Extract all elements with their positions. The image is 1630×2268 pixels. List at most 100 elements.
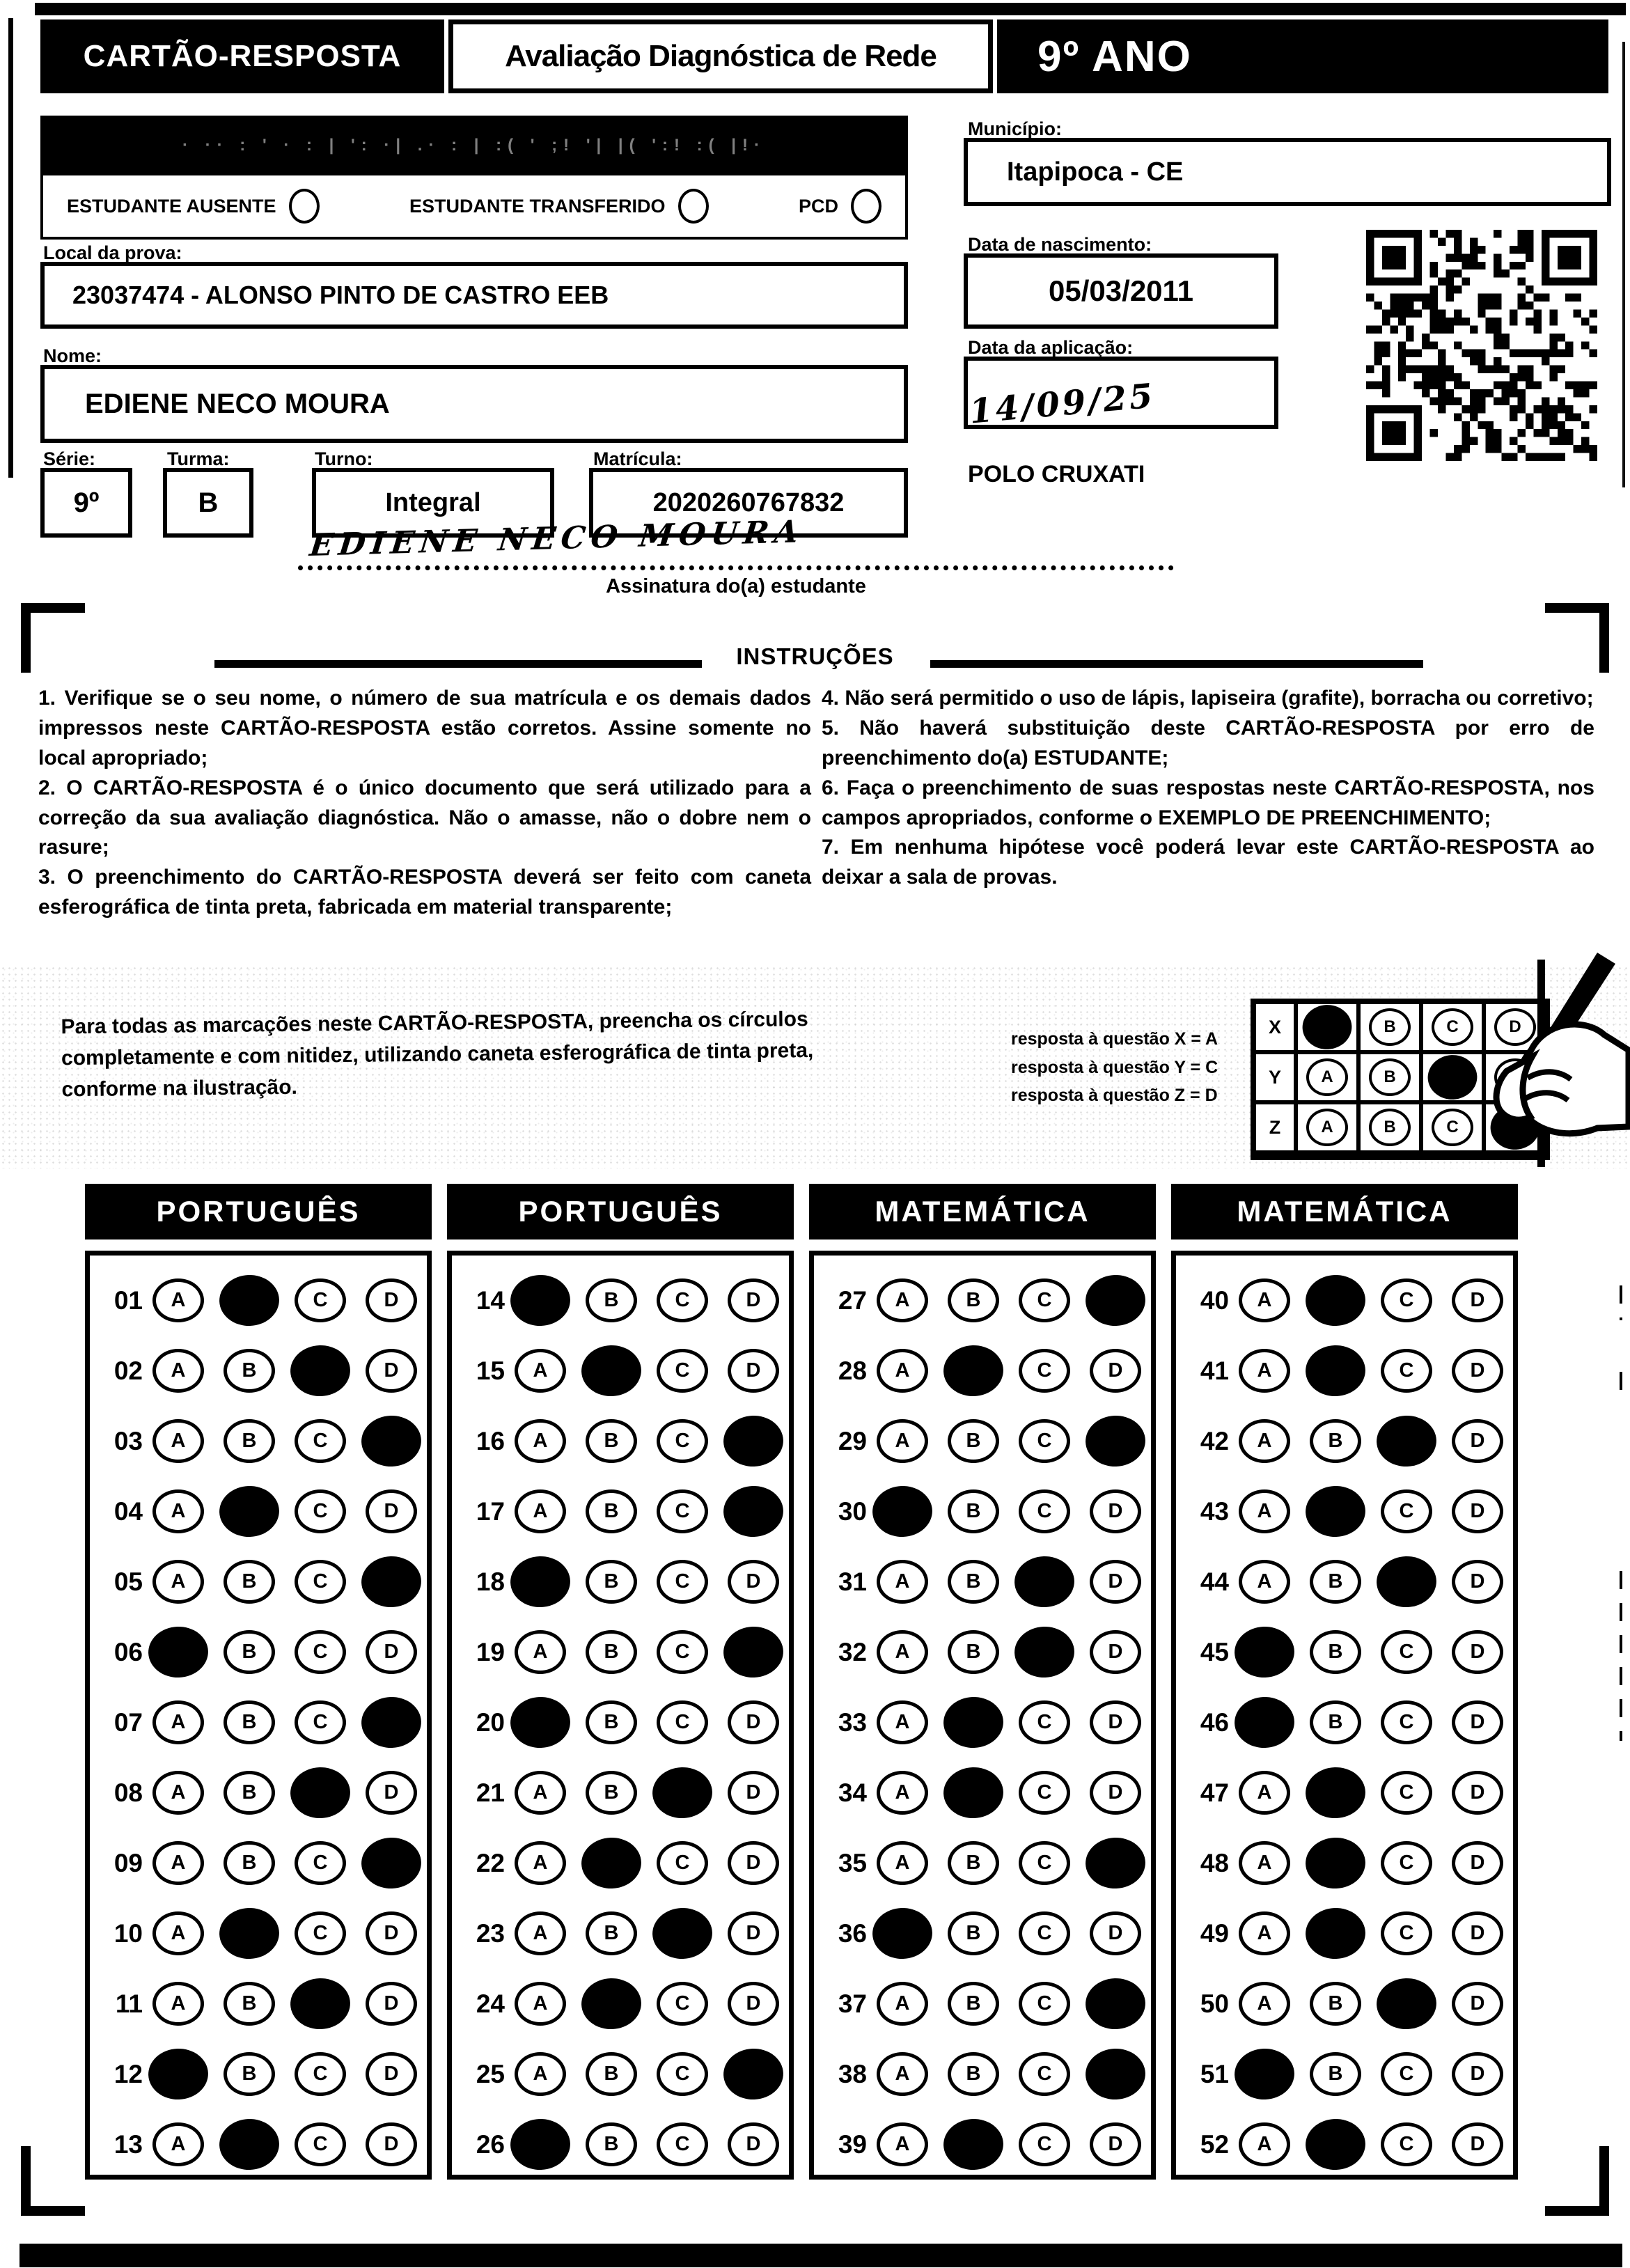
bubble-q20-D[interactable]: D xyxy=(728,1700,779,1744)
bubble-q20-A[interactable] xyxy=(509,1696,572,1749)
bubble-q06-B[interactable]: B xyxy=(224,1630,275,1674)
bubble-q15-D[interactable]: D xyxy=(728,1349,779,1393)
bubble-q18-B[interactable]: B xyxy=(586,1560,637,1604)
bubble-q13-B[interactable] xyxy=(218,2118,281,2171)
bubble-q34-B[interactable] xyxy=(942,1766,1005,1820)
bubble-q32-A[interactable]: A xyxy=(877,1630,928,1674)
bubble-q26-C[interactable]: C xyxy=(657,2122,708,2166)
bubble-q36-A[interactable] xyxy=(871,1907,934,1960)
bubble-q05-A[interactable]: A xyxy=(152,1560,204,1604)
bubble-q38-A[interactable]: A xyxy=(877,2052,928,2096)
bubble-q38-C[interactable]: C xyxy=(1019,2052,1070,2096)
bubble-q44-A[interactable]: A xyxy=(1239,1560,1290,1604)
bubble-q10-A[interactable]: A xyxy=(152,1911,204,1955)
bubble-q23-C[interactable] xyxy=(651,1907,714,1960)
bubble-q24-A[interactable]: A xyxy=(515,1982,566,2026)
bubble-q29-B[interactable]: B xyxy=(948,1419,999,1463)
bubble-q23-A[interactable]: A xyxy=(515,1911,566,1955)
bubble-q29-D[interactable] xyxy=(1084,1414,1147,1468)
bubble-q41-D[interactable]: D xyxy=(1452,1349,1503,1393)
bubble-q43-B[interactable] xyxy=(1304,1485,1367,1538)
bubble-q42-B[interactable]: B xyxy=(1310,1419,1361,1463)
bubble-q14-A[interactable] xyxy=(509,1274,572,1327)
bubble-q24-D[interactable]: D xyxy=(728,1982,779,2026)
estudante-transferido-circle[interactable] xyxy=(677,189,709,224)
bubble-q09-A[interactable]: A xyxy=(152,1841,204,1885)
bubble-q25-B[interactable]: B xyxy=(586,2052,637,2096)
bubble-q36-C[interactable]: C xyxy=(1019,1911,1070,1955)
bubble-q47-D[interactable]: D xyxy=(1452,1771,1503,1815)
bubble-q43-A[interactable]: A xyxy=(1239,1489,1290,1533)
bubble-q06-D[interactable]: D xyxy=(366,1630,417,1674)
bubble-q25-A[interactable]: A xyxy=(515,2052,566,2096)
bubble-q35-C[interactable]: C xyxy=(1019,1841,1070,1885)
bubble-q46-D[interactable]: D xyxy=(1452,1700,1503,1744)
bubble-q31-D[interactable]: D xyxy=(1090,1560,1141,1604)
bubble-q16-B[interactable]: B xyxy=(586,1419,637,1463)
bubble-q15-A[interactable]: A xyxy=(515,1349,566,1393)
bubble-q03-B[interactable]: B xyxy=(224,1419,275,1463)
bubble-q21-C[interactable] xyxy=(651,1766,714,1820)
bubble-q02-C[interactable] xyxy=(289,1344,352,1398)
bubble-q12-B[interactable]: B xyxy=(224,2052,275,2096)
bubble-q14-D[interactable]: D xyxy=(728,1278,779,1322)
bubble-q27-C[interactable]: C xyxy=(1019,1278,1070,1322)
bubble-q27-D[interactable] xyxy=(1084,1274,1147,1327)
bubble-q07-B[interactable]: B xyxy=(224,1700,275,1744)
bubble-q48-B[interactable] xyxy=(1304,1836,1367,1890)
bubble-q05-B[interactable]: B xyxy=(224,1560,275,1604)
bubble-q05-D[interactable] xyxy=(360,1555,423,1609)
estudante-ausente-circle[interactable] xyxy=(288,189,320,224)
bubble-q50-D[interactable]: D xyxy=(1452,1982,1503,2026)
bubble-q33-A[interactable]: A xyxy=(877,1700,928,1744)
bubble-q18-D[interactable]: D xyxy=(728,1560,779,1604)
pcd-circle[interactable] xyxy=(851,189,881,224)
bubble-q44-C[interactable] xyxy=(1375,1555,1438,1609)
bubble-q06-A[interactable] xyxy=(147,1625,210,1679)
bubble-q18-C[interactable]: C xyxy=(657,1560,708,1604)
bubble-q26-A[interactable] xyxy=(509,2118,572,2171)
bubble-q14-C[interactable]: C xyxy=(657,1278,708,1322)
bubble-q33-D[interactable]: D xyxy=(1090,1700,1141,1744)
bubble-q31-B[interactable]: B xyxy=(948,1560,999,1604)
bubble-q08-B[interactable]: B xyxy=(224,1771,275,1815)
bubble-q24-C[interactable]: C xyxy=(657,1982,708,2026)
bubble-q24-B[interactable] xyxy=(580,1977,643,2031)
bubble-q02-B[interactable]: B xyxy=(224,1349,275,1393)
bubble-q50-C[interactable] xyxy=(1375,1977,1438,2031)
bubble-q45-B[interactable]: B xyxy=(1310,1630,1361,1674)
bubble-q03-A[interactable]: A xyxy=(152,1419,204,1463)
bubble-q07-C[interactable]: C xyxy=(295,1700,346,1744)
bubble-q37-A[interactable]: A xyxy=(877,1982,928,2026)
bubble-q48-C[interactable]: C xyxy=(1381,1841,1432,1885)
bubble-q07-D[interactable] xyxy=(360,1696,423,1749)
bubble-q34-A[interactable]: A xyxy=(877,1771,928,1815)
bubble-q30-D[interactable]: D xyxy=(1090,1489,1141,1533)
bubble-q52-A[interactable]: A xyxy=(1239,2122,1290,2166)
bubble-q42-D[interactable]: D xyxy=(1452,1419,1503,1463)
bubble-q37-D[interactable] xyxy=(1084,1977,1147,2031)
bubble-q34-D[interactable]: D xyxy=(1090,1771,1141,1815)
signature-dotted-line[interactable] xyxy=(298,497,1174,570)
bubble-q09-D[interactable] xyxy=(360,1836,423,1890)
bubble-q47-A[interactable]: A xyxy=(1239,1771,1290,1815)
bubble-q10-B[interactable] xyxy=(218,1907,281,1960)
bubble-q35-D[interactable] xyxy=(1084,1836,1147,1890)
bubble-q33-B[interactable] xyxy=(942,1696,1005,1749)
bubble-q13-C[interactable]: C xyxy=(295,2122,346,2166)
bubble-q35-B[interactable]: B xyxy=(948,1841,999,1885)
bubble-q39-A[interactable]: A xyxy=(877,2122,928,2166)
bubble-q04-C[interactable]: C xyxy=(295,1489,346,1533)
bubble-q46-B[interactable]: B xyxy=(1310,1700,1361,1744)
bubble-q41-A[interactable]: A xyxy=(1239,1349,1290,1393)
bubble-q37-B[interactable]: B xyxy=(948,1982,999,2026)
bubble-q17-D[interactable] xyxy=(722,1485,785,1538)
bubble-q42-A[interactable]: A xyxy=(1239,1419,1290,1463)
bubble-q38-D[interactable] xyxy=(1084,2047,1147,2101)
bubble-q45-C[interactable]: C xyxy=(1381,1630,1432,1674)
bubble-q19-D[interactable] xyxy=(722,1625,785,1679)
bubble-q01-C[interactable]: C xyxy=(295,1278,346,1322)
bubble-q01-D[interactable]: D xyxy=(366,1278,417,1322)
bubble-q39-C[interactable]: C xyxy=(1019,2122,1070,2166)
bubble-q22-D[interactable]: D xyxy=(728,1841,779,1885)
